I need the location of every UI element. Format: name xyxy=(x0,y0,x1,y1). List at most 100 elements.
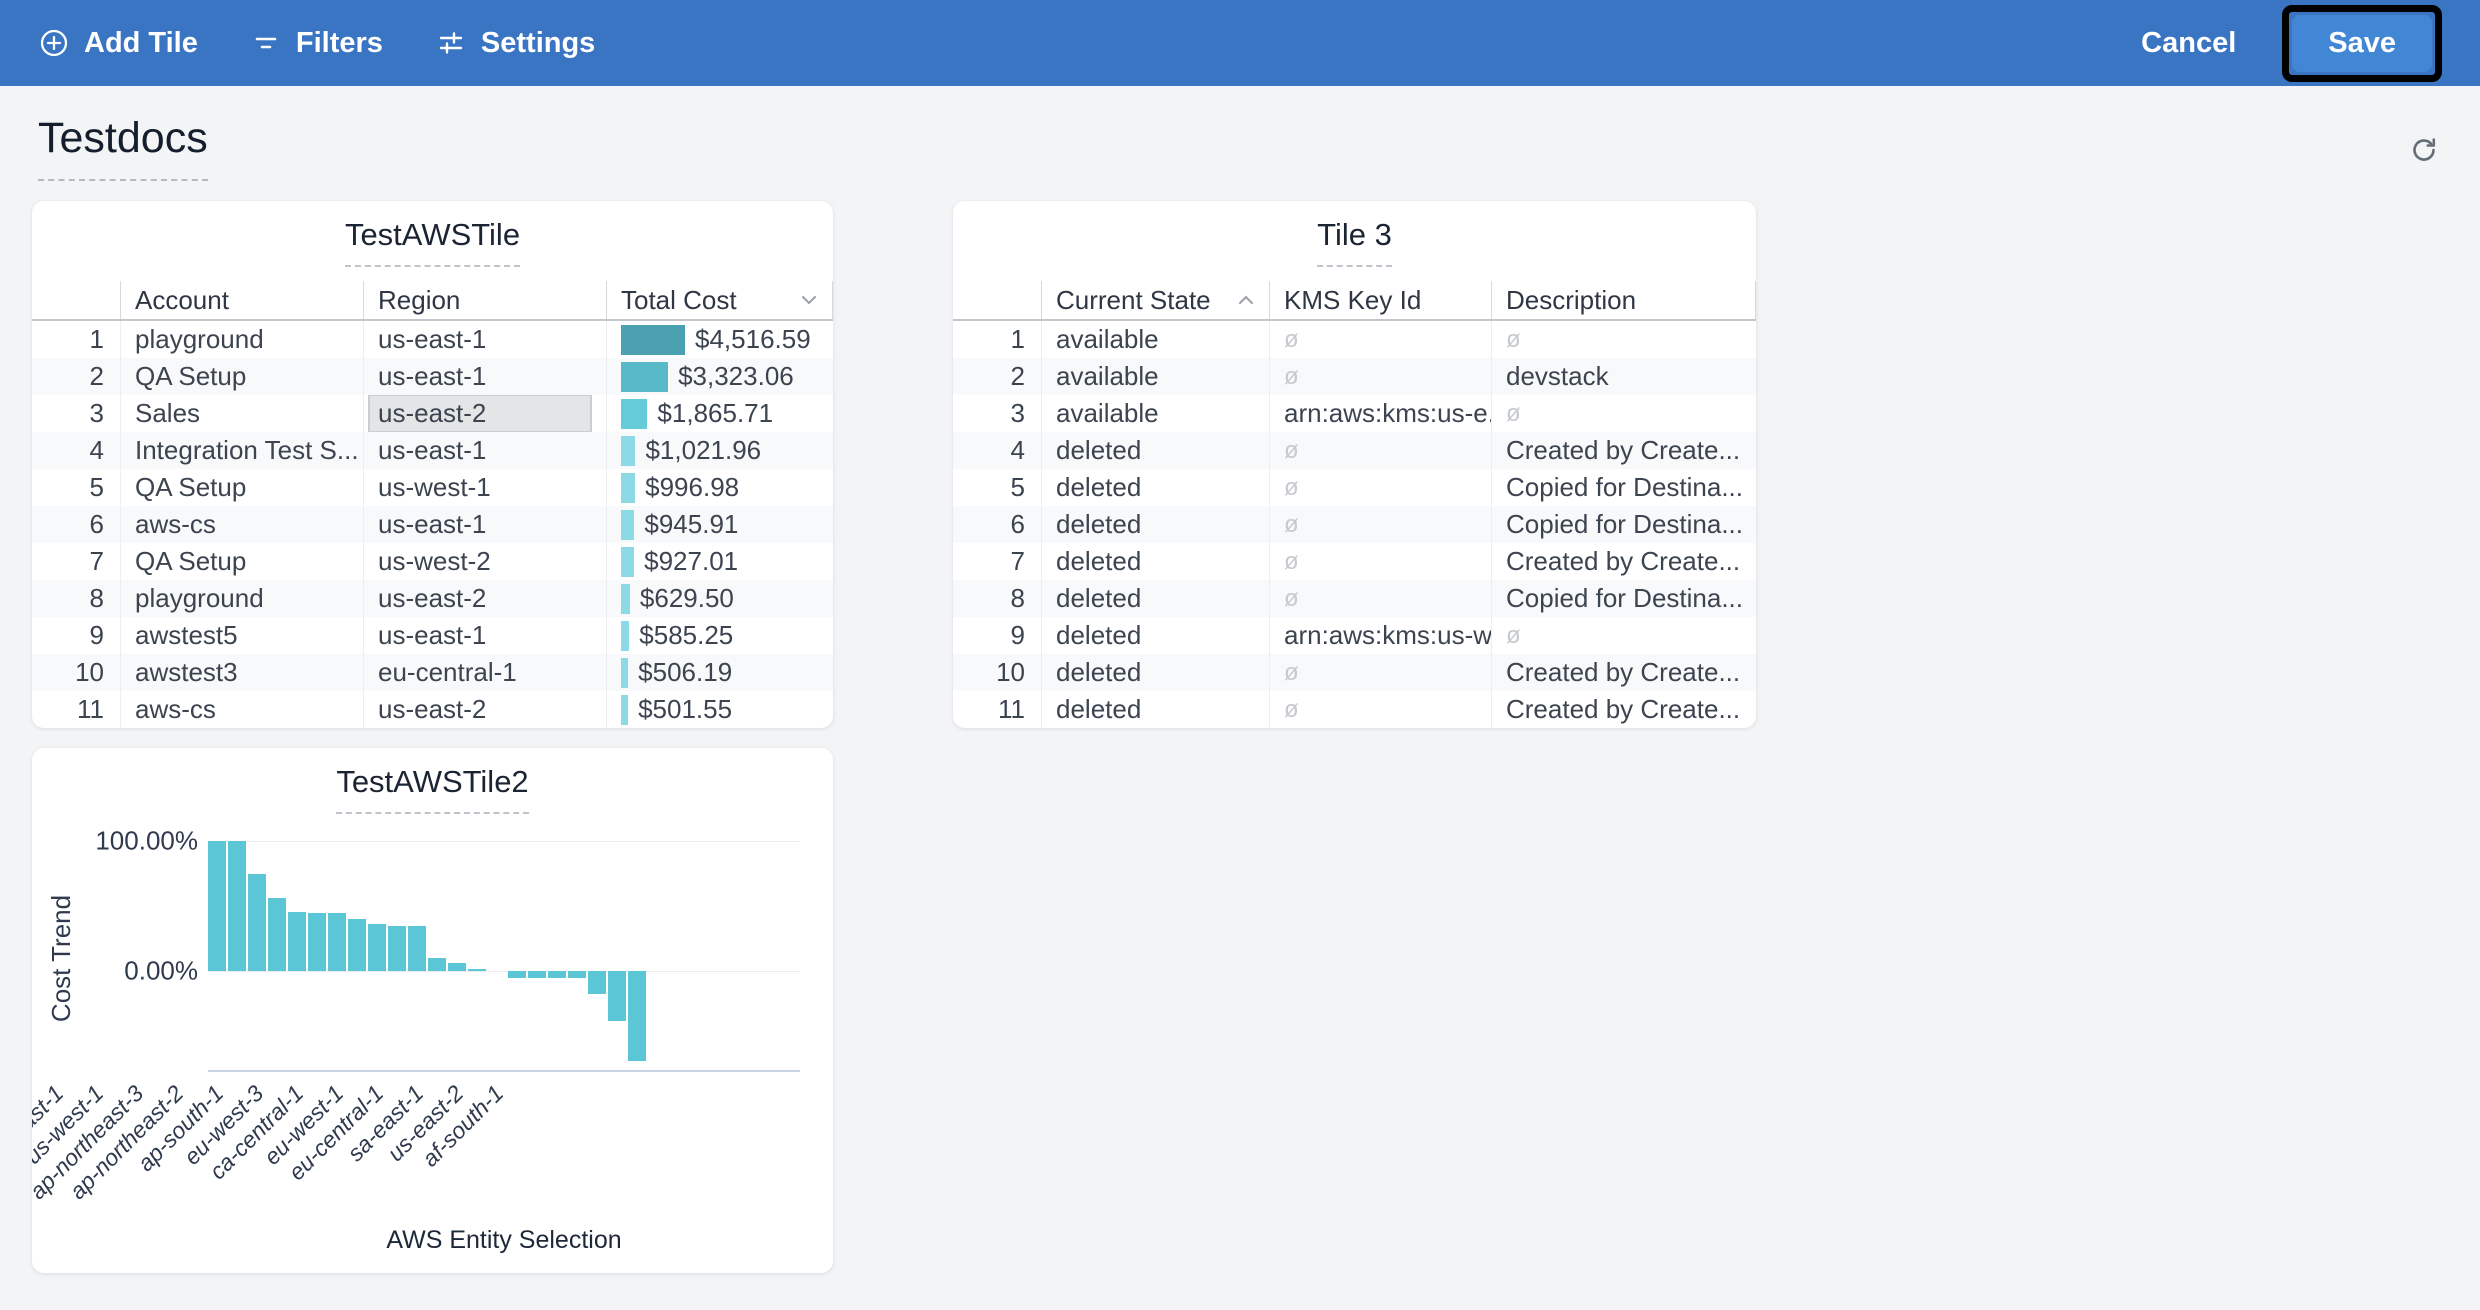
chart-bar[interactable] xyxy=(348,918,366,971)
cell-current-state[interactable]: deleted xyxy=(1041,691,1269,728)
cell-description[interactable]: ø xyxy=(1491,395,1756,432)
cell-description[interactable]: Copied for Destina... xyxy=(1491,580,1756,617)
cell-account[interactable]: playground xyxy=(120,580,363,617)
chart-bar[interactable] xyxy=(548,971,566,979)
chart-bar[interactable] xyxy=(368,923,386,971)
cell-kms-key-id[interactable]: arn:aws:kms:us-w... xyxy=(1269,617,1491,654)
table-row[interactable]: 4 Integration Test S... us-east-1 $1,021.96 xyxy=(32,432,833,469)
cell-description[interactable]: Created by Create... xyxy=(1491,432,1756,469)
cell-total-cost[interactable]: $945.91 xyxy=(606,506,833,543)
table-row[interactable]: 3 available arn:aws:kms:us-e... ø xyxy=(953,395,1756,432)
cell-description[interactable]: ø xyxy=(1491,617,1756,654)
column-header-region[interactable]: Region xyxy=(363,281,606,319)
cell-kms-key-id[interactable]: ø xyxy=(1269,691,1491,728)
cell-description[interactable]: Copied for Destina... xyxy=(1491,469,1756,506)
table-row[interactable]: 10 awstest3 eu-central-1 $506.19 xyxy=(32,654,833,691)
cell-description[interactable]: Created by Create... xyxy=(1491,691,1756,728)
table-row[interactable]: 11 deleted ø Created by Create... xyxy=(953,691,1756,728)
table-row[interactable]: 2 QA Setup us-east-1 $3,323.06 xyxy=(32,358,833,395)
cell-current-state[interactable]: deleted xyxy=(1041,543,1269,580)
chart-bar[interactable] xyxy=(608,971,626,1022)
cell-kms-key-id[interactable]: ø xyxy=(1269,432,1491,469)
table-row[interactable]: 5 QA Setup us-west-1 $996.98 xyxy=(32,469,833,506)
chart-bar[interactable] xyxy=(568,971,586,979)
cell-region[interactable]: us-east-1 xyxy=(363,432,606,469)
chart-bar[interactable] xyxy=(328,912,346,971)
table-row[interactable]: 1 playground us-east-1 $4,516.59 xyxy=(32,321,833,358)
cell-current-state[interactable]: deleted xyxy=(1041,506,1269,543)
chart-bar[interactable] xyxy=(628,971,646,1061)
save-button[interactable]: Save xyxy=(2292,14,2432,72)
chart-bar[interactable] xyxy=(448,962,466,971)
cell-current-state[interactable]: available xyxy=(1041,321,1269,358)
cell-total-cost[interactable]: $1,865.71 xyxy=(606,395,833,432)
cell-region[interactable]: us-west-1 xyxy=(363,469,606,506)
cell-region[interactable]: us-east-2 xyxy=(363,580,606,617)
cell-kms-key-id[interactable]: ø xyxy=(1269,358,1491,395)
chart-bar[interactable] xyxy=(388,926,406,971)
add-tile-button[interactable]: Add Tile xyxy=(38,27,198,60)
cell-current-state[interactable]: deleted xyxy=(1041,654,1269,691)
cell-account[interactable]: aws-cs xyxy=(120,506,363,543)
cell-account[interactable]: QA Setup xyxy=(120,469,363,506)
chart-bar[interactable] xyxy=(248,874,266,971)
cell-account[interactable]: Sales xyxy=(120,395,363,432)
cancel-button[interactable]: Cancel xyxy=(2141,27,2236,60)
cell-description[interactable]: devstack xyxy=(1491,358,1756,395)
cell-total-cost[interactable]: $501.55 xyxy=(606,691,833,728)
cell-kms-key-id[interactable]: arn:aws:kms:us-e... xyxy=(1269,395,1491,432)
cell-current-state[interactable]: deleted xyxy=(1041,432,1269,469)
cell-account[interactable]: awstest3 xyxy=(120,654,363,691)
table-row[interactable]: 3 Sales us-east-2 $1,865.71 xyxy=(32,395,833,432)
chart-bar[interactable] xyxy=(588,971,606,994)
cell-region[interactable]: us-east-1 xyxy=(363,358,606,395)
cell-kms-key-id[interactable]: ø xyxy=(1269,469,1491,506)
settings-button[interactable]: Settings xyxy=(435,27,595,60)
cell-account[interactable]: QA Setup xyxy=(120,543,363,580)
cell-current-state[interactable]: deleted xyxy=(1041,617,1269,654)
column-header-kms-key-id[interactable]: KMS Key Id xyxy=(1269,281,1491,319)
cell-region[interactable]: eu-central-1 xyxy=(363,654,606,691)
cell-total-cost[interactable]: $629.50 xyxy=(606,580,833,617)
chart-bar[interactable] xyxy=(288,912,306,971)
cell-region[interactable]: us-east-2 xyxy=(363,691,606,728)
cell-current-state[interactable]: available xyxy=(1041,395,1269,432)
cell-description[interactable]: Copied for Destina... xyxy=(1491,506,1756,543)
chart-bar[interactable] xyxy=(528,971,546,979)
cell-total-cost[interactable]: $1,021.96 xyxy=(606,432,833,469)
selected-cell[interactable]: us-east-2 xyxy=(363,395,606,432)
cell-total-cost[interactable]: $927.01 xyxy=(606,543,833,580)
chart-bar[interactable] xyxy=(208,841,226,971)
cell-account[interactable]: playground xyxy=(120,321,363,358)
table-row[interactable]: 8 deleted ø Copied for Destina... xyxy=(953,580,1756,617)
table-row[interactable]: 7 deleted ø Created by Create... xyxy=(953,543,1756,580)
cell-total-cost[interactable]: $506.19 xyxy=(606,654,833,691)
table-row[interactable]: 6 aws-cs us-east-1 $945.91 xyxy=(32,506,833,543)
table-row[interactable]: 9 deleted arn:aws:kms:us-w... ø xyxy=(953,617,1756,654)
cell-region[interactable]: us-east-1 xyxy=(363,506,606,543)
cell-current-state[interactable]: available xyxy=(1041,358,1269,395)
table-row[interactable]: 9 awstest5 us-east-1 $585.25 xyxy=(32,617,833,654)
cell-kms-key-id[interactable]: ø xyxy=(1269,321,1491,358)
cell-kms-key-id[interactable]: ø xyxy=(1269,580,1491,617)
column-header-total-cost[interactable]: Total Cost xyxy=(606,281,833,319)
table-row[interactable]: 10 deleted ø Created by Create... xyxy=(953,654,1756,691)
cell-kms-key-id[interactable]: ø xyxy=(1269,506,1491,543)
cell-current-state[interactable]: deleted xyxy=(1041,580,1269,617)
cell-current-state[interactable]: deleted xyxy=(1041,469,1269,506)
chart-bar[interactable] xyxy=(428,958,446,971)
cell-description[interactable]: ø xyxy=(1491,321,1756,358)
cell-total-cost[interactable]: $996.98 xyxy=(606,469,833,506)
chart-bar[interactable] xyxy=(228,841,246,971)
cell-region[interactable]: us-east-1 xyxy=(363,617,606,654)
cell-total-cost[interactable]: $4,516.59 xyxy=(606,321,833,358)
table-row[interactable]: 2 available ø devstack xyxy=(953,358,1756,395)
column-header-description[interactable]: Description xyxy=(1491,281,1756,319)
chart-bar[interactable] xyxy=(308,913,326,971)
cell-account[interactable]: QA Setup xyxy=(120,358,363,395)
table-row[interactable]: 7 QA Setup us-west-2 $927.01 xyxy=(32,543,833,580)
table-row[interactable]: 11 aws-cs us-east-2 $501.55 xyxy=(32,691,833,728)
cell-total-cost[interactable]: $3,323.06 xyxy=(606,358,833,395)
table-row[interactable]: 8 playground us-east-2 $629.50 xyxy=(32,580,833,617)
cell-kms-key-id[interactable]: ø xyxy=(1269,543,1491,580)
